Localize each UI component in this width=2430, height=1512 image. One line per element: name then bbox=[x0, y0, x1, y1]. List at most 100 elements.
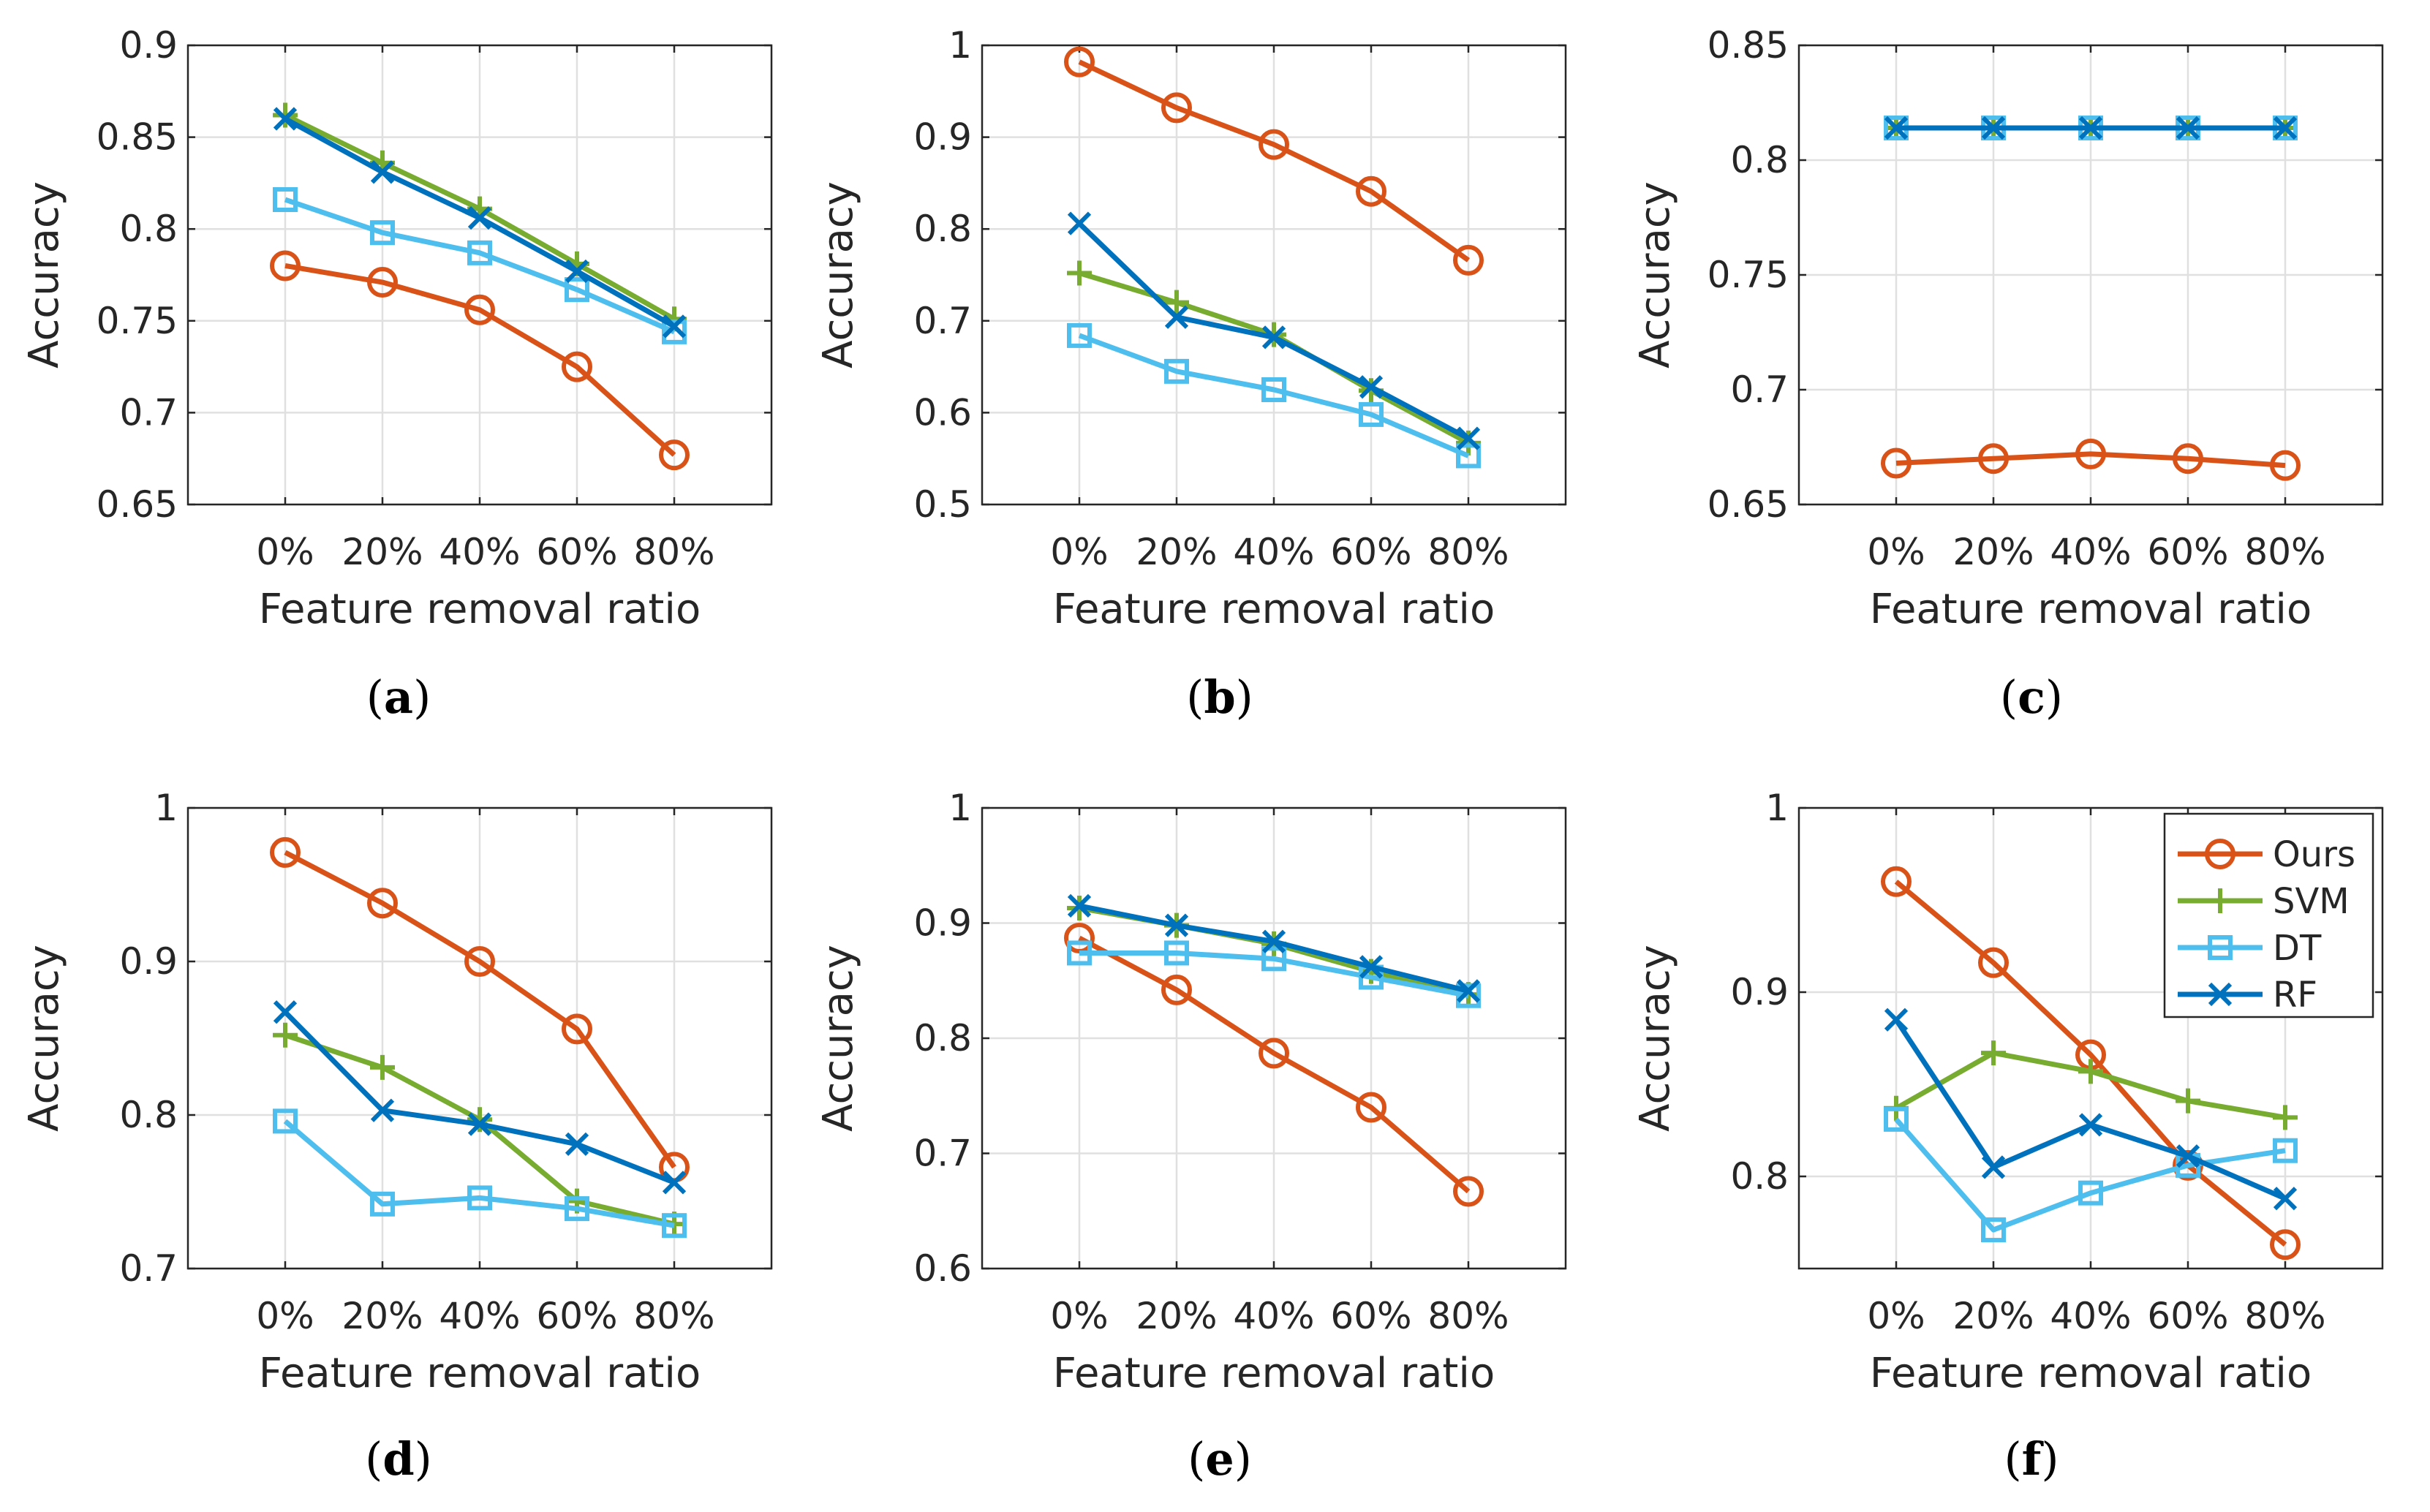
data-point-dt bbox=[662, 319, 687, 344]
panel-caption: (b) bbox=[1186, 670, 1253, 724]
data-point-rf bbox=[1261, 325, 1286, 349]
panel-e: 0.6 0.7 0.8 0.9 1 0% 20% 40% 60% 80% Feature remov… bbox=[815, 787, 1567, 1486]
data-point-rf bbox=[662, 314, 687, 339]
y-tick-label: 0.75 bbox=[97, 300, 178, 342]
data-point-rf bbox=[2176, 116, 2200, 140]
caption-letter: c bbox=[2018, 670, 2045, 724]
x-axis-label: Feature removal ratio bbox=[1870, 586, 2312, 633]
data-point-svm bbox=[2273, 1105, 2298, 1130]
x-tick-label: 0% bbox=[256, 1295, 314, 1337]
data-point-ours bbox=[464, 946, 495, 977]
x-axis-label: Feature removal ratio bbox=[1053, 1350, 1495, 1397]
data-point-rf bbox=[1884, 1008, 1909, 1032]
y-tick-label: 1 bbox=[948, 24, 972, 67]
series-ours bbox=[1881, 438, 2301, 481]
y-tick-label: 0.75 bbox=[1708, 254, 1789, 296]
x-tick-label: 0% bbox=[1050, 531, 1108, 573]
x-tick-label: 80% bbox=[2244, 1295, 2325, 1337]
x-tick-label: 20% bbox=[342, 1295, 423, 1337]
legend-entry-rf: RF bbox=[2178, 975, 2317, 1016]
legend-box bbox=[2163, 812, 2374, 1018]
panel-c: 0.65 0.7 0.75 0.8 0.85 0% 20% 40% 60% 80% Feature … bbox=[1631, 24, 2384, 724]
series-line-dt bbox=[283, 1119, 675, 1228]
data-point-rf bbox=[273, 107, 298, 131]
x-tick-label: 40% bbox=[439, 531, 520, 573]
x-tick-label: 20% bbox=[1136, 531, 1217, 573]
x-tick-label: 60% bbox=[536, 1295, 617, 1337]
y-tick-label: 0.7 bbox=[119, 1247, 178, 1290]
data-point-ours bbox=[2075, 438, 2106, 469]
data-point-ours bbox=[1064, 46, 1095, 78]
data-point-svm bbox=[1981, 1040, 2006, 1066]
y-axis-label: Accuracy bbox=[815, 181, 862, 368]
panel-caption: (e) bbox=[1188, 1432, 1252, 1486]
data-point-dt bbox=[1884, 1106, 1909, 1132]
data-point-dt bbox=[1981, 1217, 2006, 1243]
data-point-ours bbox=[1881, 866, 1912, 897]
data-point-dt bbox=[467, 1185, 492, 1211]
series-rf bbox=[1884, 116, 2298, 140]
y-tick-label: 0.6 bbox=[913, 1247, 972, 1290]
y-tick-label: 0.5 bbox=[913, 483, 972, 526]
data-point-ours bbox=[1356, 175, 1386, 207]
x-tick-label: 0% bbox=[1867, 531, 1925, 573]
data-point-ours bbox=[270, 250, 301, 281]
data-point-ours bbox=[2270, 1229, 2301, 1260]
series-line-dt bbox=[284, 197, 676, 335]
caption-open-paren: ( bbox=[1186, 670, 1204, 724]
data-point-rf bbox=[1456, 426, 1481, 450]
x-tick-label: 80% bbox=[2244, 531, 2325, 573]
panel-caption: (c) bbox=[2000, 670, 2063, 724]
data-point-svm bbox=[273, 102, 298, 128]
y-axis-label: Accuracy bbox=[20, 945, 68, 1132]
y-tick-label: 0.65 bbox=[1708, 483, 1789, 526]
y-tick-label: 0.7 bbox=[913, 1133, 972, 1175]
data-point-rf bbox=[565, 259, 589, 284]
legend-label: DT bbox=[2273, 928, 2322, 969]
data-point-dt bbox=[1164, 358, 1189, 384]
data-point-rf bbox=[1067, 211, 1092, 235]
series-rf bbox=[273, 107, 687, 339]
x-tick-label: 0% bbox=[1050, 1295, 1108, 1337]
series-dt bbox=[1067, 322, 1481, 469]
series-rf bbox=[1884, 1008, 2298, 1211]
caption-close-paren: ) bbox=[415, 1432, 432, 1486]
series-line-dt bbox=[1894, 1117, 2286, 1233]
data-point-rf bbox=[2176, 1144, 2200, 1168]
y-tick-label: 0.8 bbox=[119, 1094, 178, 1136]
x-tick-label: 80% bbox=[633, 531, 714, 573]
x-tick-label: 80% bbox=[1427, 531, 1509, 573]
data-point-rf bbox=[1359, 955, 1384, 979]
y-axis-label: Accuracy bbox=[1631, 945, 1679, 1132]
data-point-ours bbox=[367, 267, 398, 298]
data-point-rf bbox=[467, 1112, 492, 1136]
data-point-dt bbox=[370, 1191, 395, 1217]
series-dt bbox=[273, 1108, 687, 1239]
data-point-ours bbox=[464, 294, 495, 325]
x-tick-label: 20% bbox=[1952, 1295, 2034, 1337]
data-point-ours bbox=[659, 439, 690, 471]
y-tick-label: 0.8 bbox=[1730, 139, 1789, 181]
x-tick-label: 60% bbox=[1330, 1295, 1411, 1337]
caption-letter: b bbox=[1204, 670, 1235, 724]
data-point-rf bbox=[2078, 116, 2103, 140]
y-tick-label: 0.7 bbox=[913, 300, 972, 342]
data-point-dt bbox=[370, 220, 395, 246]
data-point-dt bbox=[1261, 946, 1286, 972]
y-tick-label: 0.85 bbox=[1708, 24, 1789, 67]
series-line-ours bbox=[1895, 451, 2286, 469]
y-axis-label: Accuracy bbox=[20, 181, 68, 368]
x-axis-label: Feature removal ratio bbox=[1053, 586, 1495, 633]
caption-letter: d bbox=[382, 1432, 414, 1486]
caption-close-paren: ) bbox=[1236, 670, 1253, 724]
data-point-rf bbox=[1359, 375, 1384, 399]
x-tick-label: 80% bbox=[1427, 1295, 1509, 1337]
panel-f: 0.8 0.9 1 0% 20% 40% 60% 80% Feature removal rat… bbox=[1631, 787, 2384, 1486]
legend-entry-ours: Ours bbox=[2178, 834, 2355, 875]
legend-entry-dt: DT bbox=[2178, 928, 2322, 969]
caption-letter: a bbox=[384, 670, 413, 724]
data-point-dt bbox=[1067, 322, 1092, 348]
series-ours bbox=[270, 250, 690, 471]
data-point-svm bbox=[1456, 430, 1481, 456]
y-tick-label: 0.9 bbox=[119, 940, 178, 983]
